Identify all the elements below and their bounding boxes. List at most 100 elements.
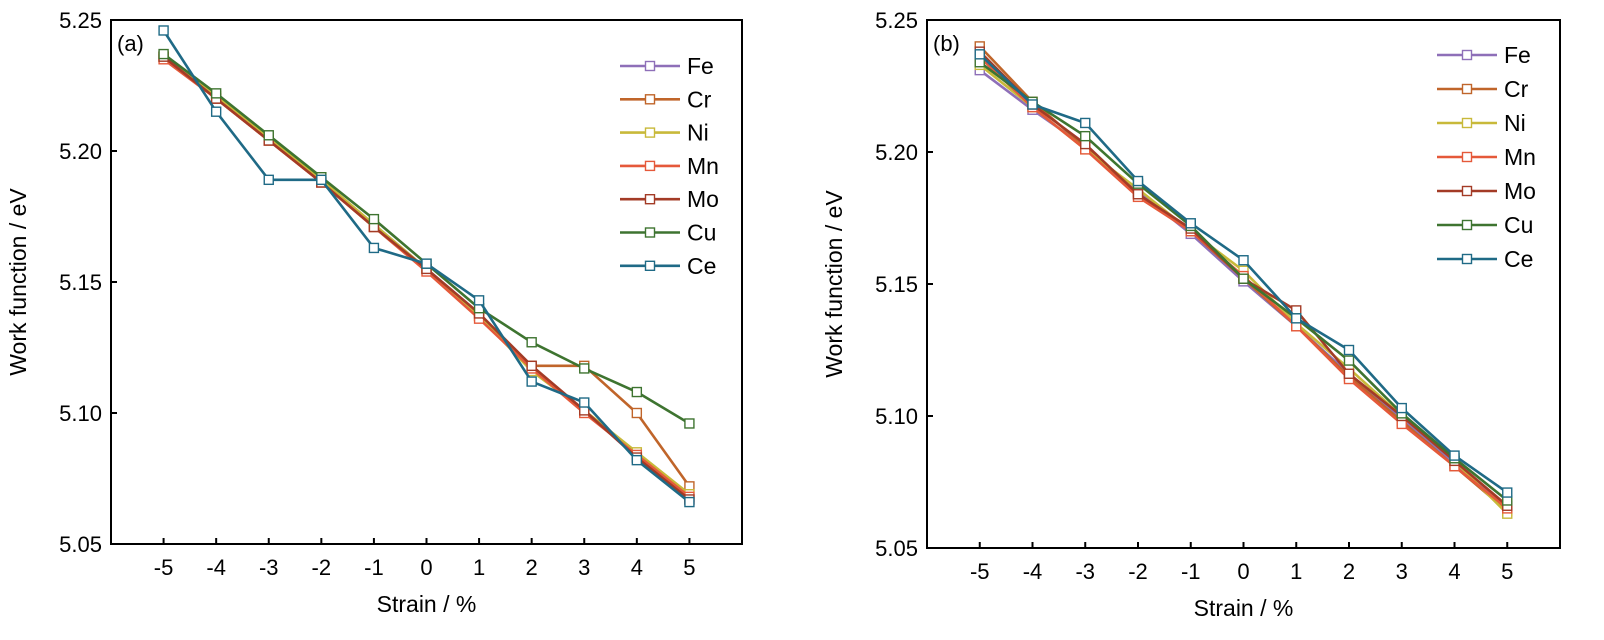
y-tick-label: 5.25: [875, 8, 918, 33]
x-tick-label: 0: [420, 555, 432, 580]
legend-label: Fe: [687, 53, 714, 79]
data-point: [210, 106, 222, 117]
series-ni: [974, 59, 1513, 519]
data-point: [1185, 218, 1196, 229]
data-point: [684, 496, 695, 508]
data-point: [1343, 368, 1355, 379]
legend-marker: [644, 260, 656, 271]
y-tick-label: 5.15: [875, 272, 918, 297]
series-ce: [158, 25, 695, 508]
x-tick-label: 4: [1448, 559, 1460, 584]
legend-marker: [1461, 185, 1473, 197]
y-tick-label: 5.05: [875, 536, 918, 561]
series-line: [979, 69, 1509, 507]
data-point: [263, 130, 274, 141]
chart-panel-a: -5 -4 -3 -2 -1 0 1 2 3 4 5 5.05 5.10 5.15 5.20 5.25 Stra…: [5, 8, 743, 617]
y-tick-label: 5.25: [59, 8, 102, 33]
data-point: [1396, 402, 1407, 414]
data-point: [473, 295, 485, 306]
data-point: [526, 337, 537, 348]
legend-marker: [1461, 219, 1473, 231]
data-point: [368, 242, 380, 254]
series-fe: [974, 64, 1513, 511]
data-point: [1080, 117, 1091, 129]
legend-marker: [644, 127, 656, 138]
legend-label: Ce: [687, 253, 716, 279]
legend-marker: [1461, 83, 1473, 95]
data-point: [1132, 175, 1144, 187]
legend-label: Mn: [1504, 144, 1536, 170]
y-tick-label: 5.15: [59, 270, 102, 295]
chart-panel-b: -5 -4 -3 -2 -1 0 1 2 3 4 5 5.05 5.10 5.15 5.20 5.25 Stra…: [821, 8, 1561, 621]
legend-label: Cu: [1504, 212, 1533, 238]
x-tick-label: -3: [1075, 559, 1095, 584]
legend-label: Ni: [687, 120, 709, 146]
data-point: [210, 88, 222, 99]
x-tick-label: -3: [259, 555, 279, 580]
x-tick-label: 1: [473, 555, 485, 580]
y-axis-title: Work function / eV: [821, 190, 847, 378]
data-point: [1343, 355, 1355, 366]
series-cu: [158, 48, 695, 429]
data-point: [1238, 255, 1249, 266]
legend-label: Cr: [687, 86, 712, 112]
legend-label: Ce: [1504, 246, 1533, 272]
legend: Fe Cr Ni Mn Mo Cu Ce: [1437, 42, 1536, 272]
x-axis-title: Strain / %: [377, 591, 477, 617]
panel-label: (a): [117, 31, 144, 56]
legend-label: Fe: [1504, 42, 1531, 68]
data-point: [1291, 313, 1302, 324]
legend-label: Mo: [687, 186, 719, 212]
legend-label: Cr: [1504, 76, 1529, 102]
legend-marker: [1461, 253, 1473, 265]
x-tick-label: 5: [683, 555, 695, 580]
x-tick-label: 2: [1343, 559, 1355, 584]
y-tick-label: 5.20: [875, 140, 918, 165]
data-point: [631, 454, 643, 466]
y-axis-title: Work function / eV: [5, 188, 31, 376]
data-point: [316, 174, 327, 186]
x-axis-title: Strain / %: [1194, 595, 1294, 621]
data-point: [1027, 99, 1038, 110]
x-tick-label: -5: [970, 559, 990, 584]
x-tick-label: -5: [154, 555, 174, 580]
data-point: [526, 376, 537, 387]
data-point: [1238, 273, 1249, 284]
legend-marker: [1461, 117, 1473, 129]
legend-label: Mo: [1504, 178, 1536, 204]
x-tick-label: -1: [364, 555, 384, 580]
y-tick-label: 5.10: [875, 404, 918, 429]
series-ce: [974, 49, 1513, 498]
data-point: [526, 360, 537, 372]
legend-label: Cu: [687, 220, 716, 246]
legend-marker: [644, 60, 656, 72]
x-tick-label: 2: [526, 555, 538, 580]
legend-marker: [644, 94, 656, 105]
data-point: [158, 48, 169, 60]
x-tick-label: -4: [1023, 559, 1043, 584]
data-point: [631, 407, 643, 419]
data-point: [368, 213, 380, 225]
y-tick-label: 5.05: [59, 532, 102, 557]
data-point: [1080, 130, 1091, 142]
data-point: [1132, 189, 1144, 200]
legend-marker: [644, 227, 656, 238]
data-point: [421, 258, 432, 269]
data-point: [1343, 344, 1355, 356]
x-tick-label: 1: [1290, 559, 1302, 584]
legend-marker: [644, 160, 656, 172]
x-tick-label: -2: [312, 555, 332, 580]
data-point: [579, 363, 590, 374]
x-tick-label: 3: [578, 555, 590, 580]
y-tick-label: 5.10: [59, 401, 102, 426]
data-point: [1449, 450, 1460, 461]
series-line: [162, 53, 691, 425]
legend-marker: [644, 193, 656, 205]
data-point: [974, 49, 985, 60]
data-point: [579, 397, 590, 408]
x-tick-label: 0: [1237, 559, 1249, 584]
data-point: [1502, 487, 1513, 498]
x-tick-label: 5: [1501, 559, 1513, 584]
x-tick-label: -1: [1181, 559, 1201, 584]
